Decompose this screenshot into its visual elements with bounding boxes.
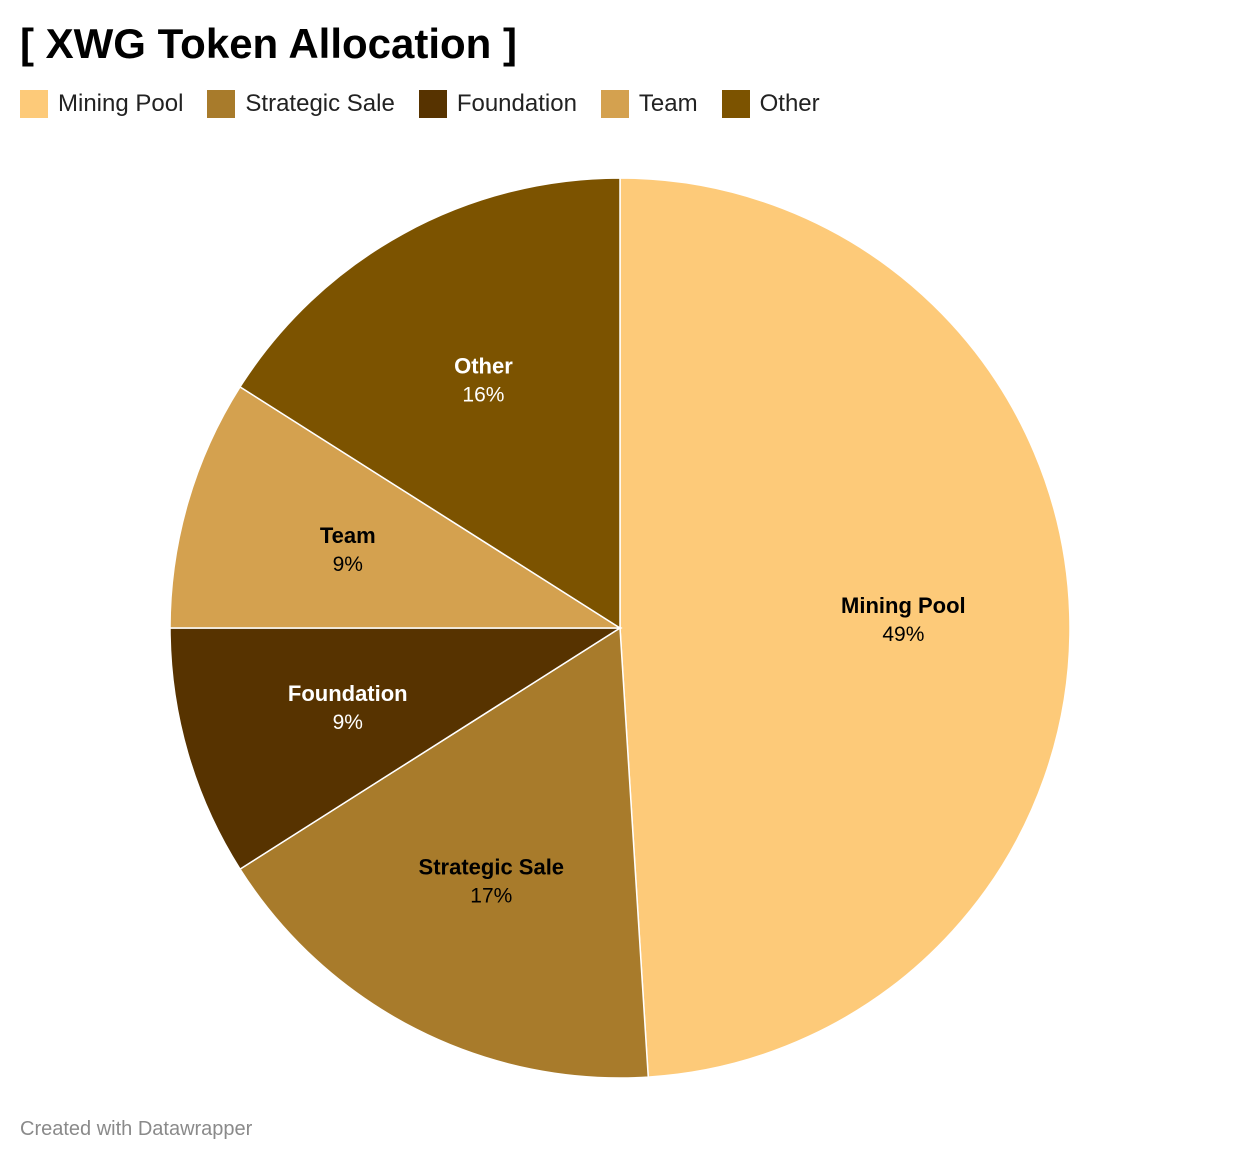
legend-label: Strategic Sale: [245, 90, 395, 117]
pie-slice-foundation: [169, 627, 623, 871]
legend-label: Foundation: [456, 90, 577, 117]
legend-label: Other: [759, 90, 820, 117]
slice-value-strategic-sale: 17%: [470, 885, 512, 908]
slice-value-team: 9%: [333, 553, 363, 576]
slice-label-mining-pool: Mining Pool: [841, 593, 966, 618]
legend-label: Mining Pool: [58, 90, 184, 117]
pie-slice-strategic-sale: [239, 626, 650, 1079]
legend-item-mining-pool: Mining Pool: [20, 90, 183, 118]
legend-swatch: [600, 90, 629, 118]
legend-swatch: [418, 90, 447, 118]
legend-swatch: [20, 90, 48, 118]
pie-slice-mining-pool: [619, 177, 1071, 1078]
legend-item-strategic-sale: Strategic Sale: [207, 90, 395, 118]
footer-credit: Created with Datawrapper: [20, 1118, 253, 1140]
legend-swatch: [721, 90, 750, 118]
legend-item-team: Team: [600, 90, 698, 118]
legend-item-foundation: Foundation: [418, 90, 577, 118]
slice-label-strategic-sale: Strategic Sale: [419, 855, 565, 880]
slice-value-other: 16%: [462, 384, 504, 407]
legend-swatch: [207, 90, 236, 118]
pie-slices: [169, 177, 1071, 1079]
pie-slice-team: [169, 385, 623, 629]
slice-label-other: Other: [454, 354, 513, 379]
slice-value-mining-pool: 49%: [882, 623, 924, 646]
pie-slice-other: [239, 177, 621, 630]
legend-label: Team: [638, 90, 698, 117]
slice-label-foundation: Foundation: [288, 681, 408, 706]
slice-value-foundation: 9%: [333, 711, 363, 734]
legend: Mining Pool Strategic Sale Foundation Te…: [20, 88, 844, 120]
pie-labels: Mining Pool 49% Strategic Sale 17% Foundatio…: [288, 354, 966, 908]
chart-title: [ XWG Token Allocation ]: [20, 20, 517, 67]
slice-label-team: Team: [320, 523, 376, 548]
legend-item-other: Other: [721, 90, 820, 118]
